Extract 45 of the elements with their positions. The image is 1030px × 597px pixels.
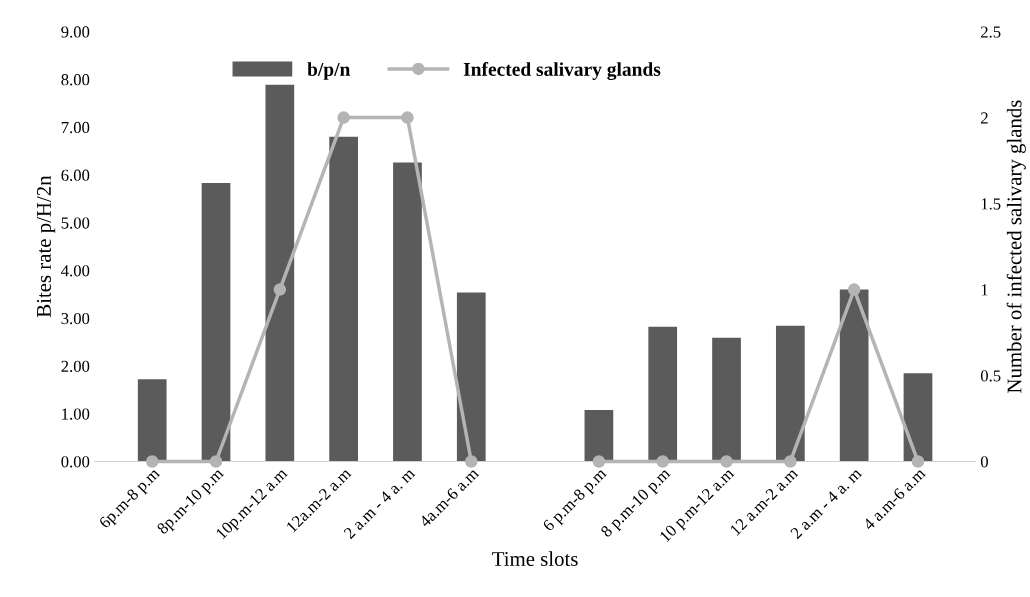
y2-tick-label: 0.5 xyxy=(980,370,1001,382)
point xyxy=(720,455,733,468)
point xyxy=(401,111,414,124)
bar xyxy=(775,325,805,462)
bar xyxy=(712,337,741,462)
y2-tick-label: 2 xyxy=(981,112,988,124)
y2-tick-label: 1.5 xyxy=(981,198,1001,210)
y2-tick-label: 0 xyxy=(980,456,988,468)
point xyxy=(847,283,861,296)
bar xyxy=(584,409,614,462)
point xyxy=(273,283,287,296)
y-tick-label: 5.00 xyxy=(61,217,90,229)
y-tick-label: 3.00 xyxy=(61,312,90,325)
point xyxy=(656,455,669,468)
y2-axis-title: Number of infected salivary glands xyxy=(1006,100,1026,393)
y-tick-label: 1.00 xyxy=(62,408,90,420)
y-tick-label: 9.00 xyxy=(61,26,90,38)
bar xyxy=(839,289,869,462)
y-tick-label: 4.00 xyxy=(61,265,90,277)
bar xyxy=(393,162,422,462)
legend-label: Infected salivary glands xyxy=(463,62,661,81)
point xyxy=(592,455,606,468)
bar xyxy=(648,326,678,462)
point xyxy=(465,455,478,468)
y-tick-label: 6.00 xyxy=(61,169,90,181)
bar xyxy=(201,183,231,462)
bar xyxy=(329,136,358,462)
bar xyxy=(903,373,933,462)
bar xyxy=(456,292,486,462)
y-tick-label: 2.00 xyxy=(61,360,90,372)
legend-label: b/p/n xyxy=(307,62,351,80)
point xyxy=(337,111,350,124)
x-axis-title: Time slots xyxy=(492,551,578,566)
y-tick-label: 8.00 xyxy=(61,74,90,86)
point xyxy=(784,455,797,468)
bar xyxy=(265,84,295,462)
y2-tick-label: 1 xyxy=(981,284,988,296)
point xyxy=(209,455,223,468)
y-tick-label: 7.00 xyxy=(61,121,90,134)
bar xyxy=(137,379,167,462)
y2-tick-label: 2.5 xyxy=(981,26,1001,38)
y-axis-title: Bites rate p/H/2n xyxy=(36,175,56,318)
y-tick-label: 0.00 xyxy=(61,456,90,468)
point xyxy=(145,455,159,468)
point xyxy=(911,455,925,468)
